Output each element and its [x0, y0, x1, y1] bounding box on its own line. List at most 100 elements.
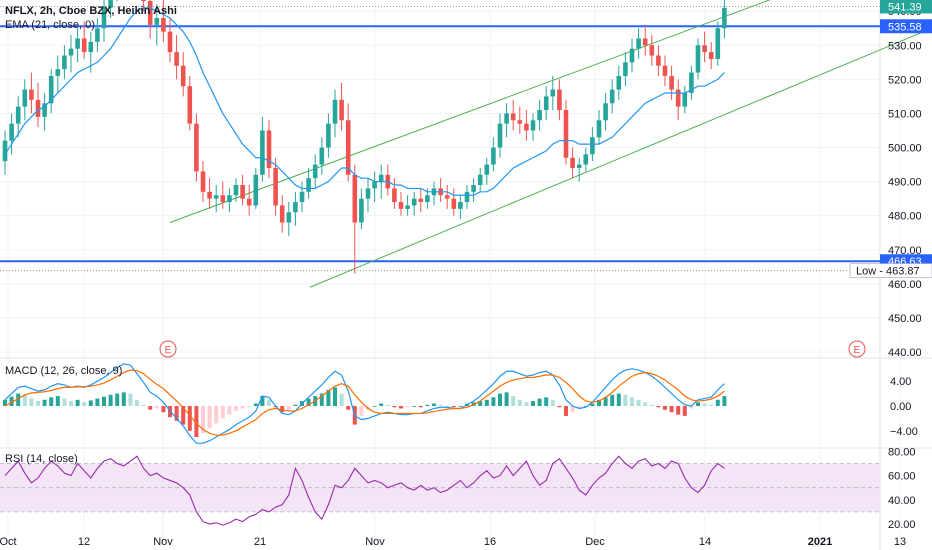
- macd-histogram-bar: [69, 401, 73, 406]
- x-tick-label: 21: [254, 536, 266, 548]
- macd-histogram-bar: [181, 406, 186, 425]
- rsi-tick-label: 80.00: [888, 446, 916, 458]
- macd-histogram-bar: [616, 393, 621, 406]
- macd-histogram-bar: [260, 396, 265, 406]
- candle-body: [2, 140, 8, 162]
- macd-histogram-bar: [75, 399, 80, 406]
- macd-histogram-bar: [531, 401, 535, 406]
- x-tick-label: Nov: [153, 536, 173, 548]
- candle-body: [194, 123, 199, 172]
- candle-body: [411, 198, 417, 206]
- candle-body: [458, 202, 463, 209]
- macd-histogram-bar: [227, 406, 232, 415]
- price-tick-label: 440.00: [888, 347, 922, 359]
- macd-histogram-bar: [247, 406, 252, 408]
- candle-body: [596, 120, 602, 138]
- macd-signal-line: [4, 369, 725, 436]
- macd-histogram-bar: [280, 406, 285, 413]
- macd-histogram-bar: [696, 402, 700, 406]
- macd-histogram-bar: [524, 402, 529, 406]
- macd-histogram-bar: [154, 406, 159, 409]
- macd-histogram-bar: [432, 403, 436, 406]
- macd-histogram-bar: [498, 393, 502, 406]
- candle-body: [398, 202, 404, 209]
- macd-histogram-bar: [194, 406, 199, 437]
- macd-histogram-bar: [55, 396, 60, 406]
- macd-histogram-bar: [306, 398, 311, 406]
- candle-body: [75, 38, 80, 49]
- macd-histogram-bar: [346, 406, 351, 410]
- macd-histogram-bar: [392, 406, 397, 408]
- candle-body: [174, 52, 179, 66]
- candle-body: [42, 103, 47, 117]
- macd-histogram-bar: [201, 406, 205, 434]
- rsi-band: [0, 463, 880, 512]
- macd-histogram-bar: [36, 401, 40, 406]
- macd-histogram-bar: [623, 394, 628, 406]
- candle-body: [609, 89, 615, 104]
- candle-body: [220, 195, 226, 203]
- ema-line: [4, 7, 725, 196]
- candle-body: [669, 75, 674, 90]
- candle-body: [550, 89, 556, 97]
- candle-body: [326, 123, 331, 148]
- rsi-tick-label: 20.00: [888, 519, 916, 531]
- candle-body: [81, 38, 87, 53]
- legend-rsi: RSI (14, close): [5, 453, 78, 465]
- candle-body: [95, 28, 100, 42]
- candle-body: [48, 75, 54, 104]
- candle-body: [484, 164, 490, 175]
- low-price-tag: [849, 263, 932, 279]
- macd-histogram-bar: [597, 399, 601, 406]
- x-tick-label: 14: [699, 536, 711, 548]
- x-tick-label: 13: [894, 536, 906, 548]
- rsi-tick-label: 60.00: [888, 471, 916, 483]
- macd-histogram-bar: [399, 406, 403, 409]
- macd-histogram-bar: [174, 406, 179, 421]
- candle-body: [352, 174, 358, 223]
- macd-histogram-bar: [267, 399, 271, 406]
- price-tick-label: 530.00: [888, 40, 922, 52]
- candle-body: [286, 212, 292, 223]
- candle-body: [359, 198, 364, 223]
- earnings-marker-label: E: [165, 345, 172, 356]
- candle-body: [418, 198, 424, 203]
- price-tick-label: 450.00: [888, 313, 922, 325]
- candle-body: [154, 18, 160, 25]
- candle-body: [557, 89, 562, 111]
- candle-body: [260, 130, 265, 175]
- candle-body: [649, 45, 655, 56]
- macd-histogram-bar: [491, 397, 496, 406]
- candle-body: [444, 195, 450, 199]
- candle-body: [451, 198, 457, 209]
- candle-body: [55, 69, 61, 76]
- price-tick-label: 470.00: [888, 245, 922, 257]
- candle-body: [180, 65, 186, 87]
- macd-histogram-bar: [517, 399, 522, 406]
- channel-line-upper: [169, 0, 771, 223]
- candle-body: [200, 171, 206, 192]
- macd-histogram-bar: [550, 399, 555, 406]
- x-tick-label: 2021: [808, 536, 832, 548]
- macd-histogram-bar: [663, 406, 667, 410]
- candle-body: [108, 0, 113, 8]
- x-tick-label: Dec: [585, 536, 605, 548]
- candle-body: [22, 89, 28, 107]
- macd-histogram-bar: [333, 387, 337, 406]
- candle-body: [405, 205, 410, 209]
- macd-histogram-bar: [16, 393, 21, 406]
- macd-histogram-bar: [326, 389, 331, 406]
- macd-histogram-bar: [3, 399, 7, 406]
- candle-body: [392, 188, 397, 203]
- macd-histogram-bar: [669, 406, 674, 413]
- candle-body: [187, 86, 193, 124]
- candle-body: [15, 106, 21, 124]
- macd-histogram-bar: [339, 393, 344, 406]
- macd-histogram-bar: [425, 404, 430, 406]
- candle-body: [425, 195, 430, 203]
- macd-histogram-bar: [418, 406, 423, 408]
- macd-histogram-bar: [379, 403, 384, 406]
- macd-histogram-bar: [715, 399, 720, 406]
- rsi-tick-label: 40.00: [888, 495, 916, 507]
